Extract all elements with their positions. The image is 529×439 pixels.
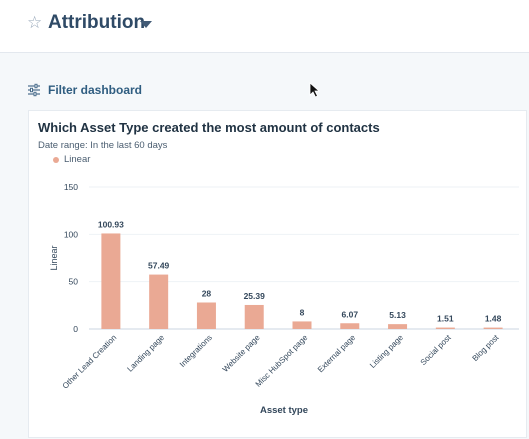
x-tick-label: Other Lead Creation xyxy=(61,333,119,391)
bar xyxy=(292,321,312,329)
x-tick-label: Misc HubSpot page xyxy=(254,333,310,389)
x-tick-label: Integrations xyxy=(178,333,214,369)
x-tick-label: Website page xyxy=(221,333,262,374)
data-label: 28 xyxy=(202,288,212,298)
caret-down-icon[interactable] xyxy=(140,21,152,28)
star-outline-icon[interactable]: ☆ xyxy=(27,13,43,32)
date-range-text: Date range: In the last 60 days xyxy=(38,140,168,151)
x-tick-label: Blog post xyxy=(471,333,501,363)
x-tick-label: External page xyxy=(316,333,358,375)
x-tick-label: Landing page xyxy=(125,333,166,374)
report-card: Which Asset Type created the most amount… xyxy=(28,110,527,438)
y-axis-label: Linear xyxy=(49,245,59,270)
bar-chart: 0 50 100 150 Linear 100.93 Other Lead Creation… xyxy=(49,182,519,416)
data-label: 100.93 xyxy=(98,219,124,229)
report-title[interactable]: Which Asset Type created the most amount… xyxy=(38,120,380,135)
legend-swatch xyxy=(53,157,59,163)
x-tick-label: Social post xyxy=(419,333,454,368)
y-tick-label: 50 xyxy=(69,277,79,287)
y-tick-label: 100 xyxy=(64,229,78,239)
bar xyxy=(244,304,264,329)
sliders-icon xyxy=(28,83,40,97)
y-tick-label: 150 xyxy=(64,182,78,192)
legend-label: Linear xyxy=(64,154,91,165)
bar xyxy=(196,302,216,329)
mouse-cursor-icon xyxy=(309,82,321,98)
data-label: 1.48 xyxy=(485,314,502,324)
x-axis-label: Asset type xyxy=(260,405,308,416)
bar xyxy=(101,233,121,329)
dashboard-title[interactable]: Attribution xyxy=(48,12,146,33)
data-label: 6.07 xyxy=(342,309,359,319)
x-tick-label: Listing page xyxy=(368,333,405,370)
bar xyxy=(483,327,503,329)
bar xyxy=(388,324,408,329)
data-label: 57.49 xyxy=(148,261,170,271)
data-label: 8 xyxy=(300,307,305,317)
y-tick-label: 0 xyxy=(73,324,78,334)
bar xyxy=(435,327,455,329)
data-label: 25.39 xyxy=(244,291,266,301)
bar xyxy=(149,274,169,329)
data-label: 5.13 xyxy=(389,310,406,320)
filter-dashboard-label: Filter dashboard xyxy=(48,83,143,97)
bar xyxy=(340,323,360,329)
data-label: 1.51 xyxy=(437,314,454,324)
dashboard-header: ☆ Attribution xyxy=(0,0,529,53)
